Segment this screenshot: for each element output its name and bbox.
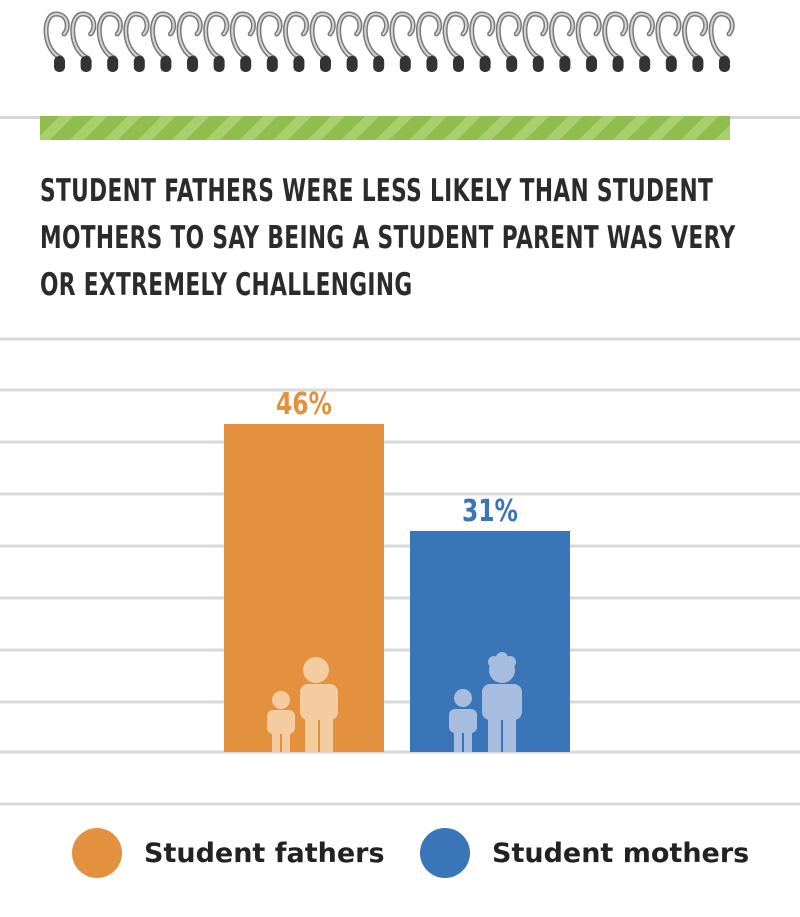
chart-title: STUDENT FATHERS WERE LESS LIKELY THAN ST…: [40, 173, 736, 303]
spiral-ring: [282, 11, 310, 72]
header-band: [40, 116, 730, 140]
spiral-ring: [389, 11, 416, 72]
spiral-ring: [415, 11, 443, 72]
spiral-ring: [176, 11, 203, 72]
spiral-ring: [123, 11, 150, 72]
father-child-icon: [267, 657, 338, 752]
spiral-ring: [628, 11, 655, 72]
spiral-ring: [70, 11, 97, 72]
legend-label-mothers: Student mothers: [492, 837, 750, 869]
legend-label-fathers: Student fathers: [144, 837, 385, 869]
legend-swatch-fathers: [72, 828, 122, 878]
spiral-ring: [149, 11, 177, 72]
spiral-ring: [522, 11, 549, 72]
legend-item-mothers: Student mothers: [420, 828, 749, 878]
spiral-ring: [708, 11, 735, 72]
spiral-ring: [203, 11, 230, 72]
spiral-ring: [309, 11, 336, 72]
spiral-ring: [336, 11, 363, 72]
spiral-ring: [602, 11, 629, 72]
spiral-ring: [229, 11, 256, 72]
spiral-ring: [96, 11, 123, 72]
spiral-ring: [575, 11, 602, 72]
data-label-fathers: 46%: [276, 387, 332, 422]
legend-item-fathers: Student fathers: [72, 828, 385, 878]
bar-chart: 46% 31%: [0, 337, 800, 806]
spiral-ring: [469, 11, 496, 72]
spiral-ring: [442, 11, 469, 72]
mother-child-icon: [449, 652, 522, 752]
legend-swatch-mothers: [420, 828, 470, 878]
spiral-ring: [495, 11, 522, 72]
spiral-ring: [548, 11, 576, 72]
legend: Student fathers Student mothers: [0, 828, 800, 888]
spiral-binding-icon: [43, 11, 735, 72]
spiral-ring: [681, 11, 709, 72]
spiral-ring: [655, 11, 682, 72]
spiral-ring: [43, 11, 70, 72]
spiral-ring: [362, 11, 389, 72]
data-label-mothers: 31%: [462, 494, 518, 529]
spiral-ring: [256, 11, 283, 72]
